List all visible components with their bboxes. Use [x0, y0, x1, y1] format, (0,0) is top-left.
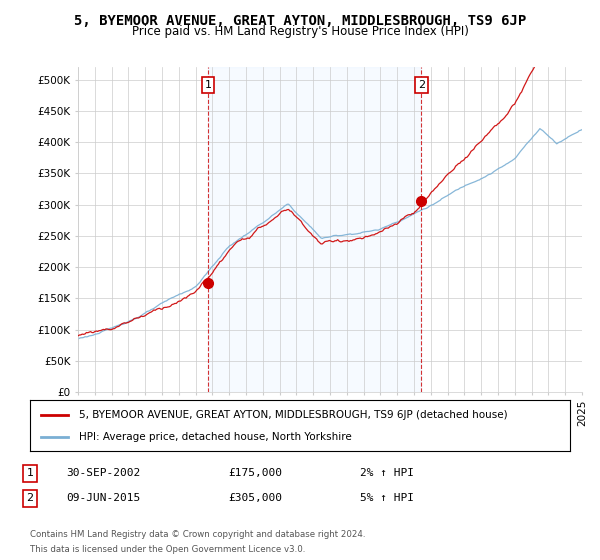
Text: 5, BYEMOOR AVENUE, GREAT AYTON, MIDDLESBROUGH, TS9 6JP: 5, BYEMOOR AVENUE, GREAT AYTON, MIDDLESB… [74, 14, 526, 28]
Text: 09-JUN-2015: 09-JUN-2015 [66, 493, 140, 503]
Text: 30-SEP-2002: 30-SEP-2002 [66, 468, 140, 478]
Text: 2: 2 [418, 80, 425, 90]
Text: 5% ↑ HPI: 5% ↑ HPI [360, 493, 414, 503]
Text: HPI: Average price, detached house, North Yorkshire: HPI: Average price, detached house, Nort… [79, 432, 352, 442]
Text: £305,000: £305,000 [228, 493, 282, 503]
Text: This data is licensed under the Open Government Licence v3.0.: This data is licensed under the Open Gov… [30, 545, 305, 554]
Text: 5, BYEMOOR AVENUE, GREAT AYTON, MIDDLESBROUGH, TS9 6JP (detached house): 5, BYEMOOR AVENUE, GREAT AYTON, MIDDLESB… [79, 409, 507, 419]
Text: £175,000: £175,000 [228, 468, 282, 478]
Text: 2: 2 [26, 493, 34, 503]
Text: 1: 1 [26, 468, 34, 478]
Text: 1: 1 [205, 80, 212, 90]
Bar [208, 67, 421, 392]
Text: Price paid vs. HM Land Registry's House Price Index (HPI): Price paid vs. HM Land Registry's House … [131, 25, 469, 38]
Text: 2% ↑ HPI: 2% ↑ HPI [360, 468, 414, 478]
Text: Contains HM Land Registry data © Crown copyright and database right 2024.: Contains HM Land Registry data © Crown c… [30, 530, 365, 539]
